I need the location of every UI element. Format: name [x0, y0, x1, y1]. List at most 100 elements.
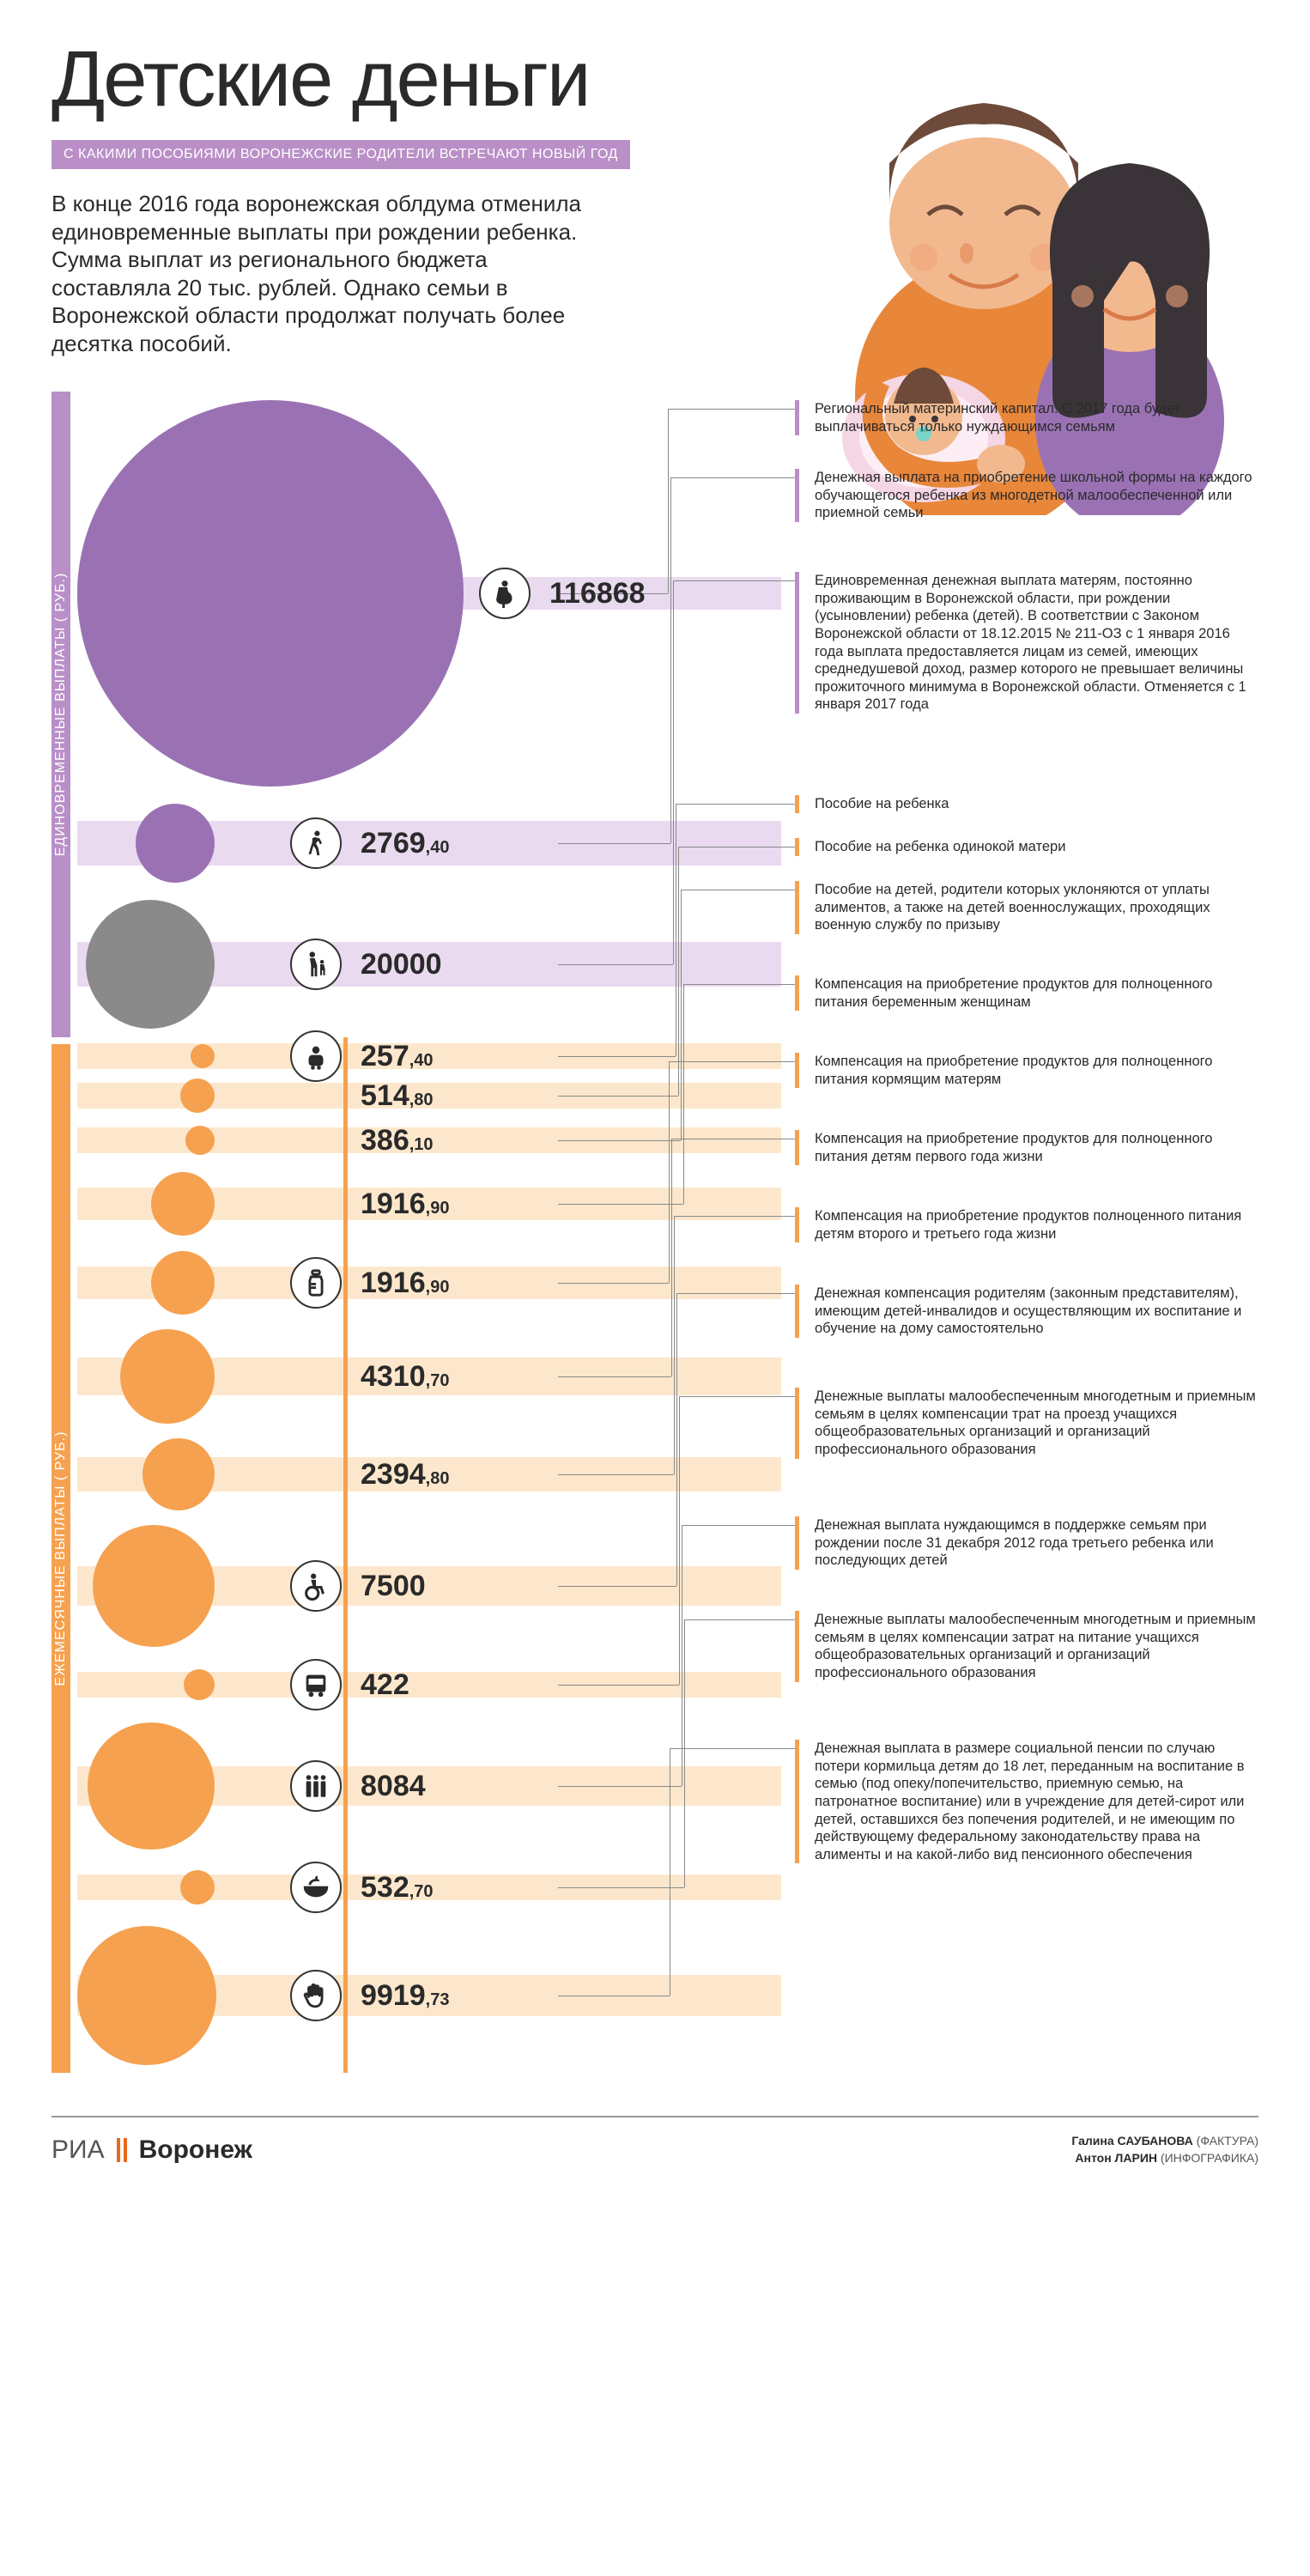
connector-line [668, 409, 795, 410]
chart-row: 1916,90 [77, 1243, 781, 1322]
bubble [77, 1926, 216, 2065]
description-item: Компенсация на приобретение продуктов дл… [795, 1053, 1258, 1088]
connector-line [558, 1685, 679, 1686]
bubble [86, 900, 215, 1029]
bubble [191, 1044, 215, 1068]
description-item: Денежная выплата в размере социальной пе… [795, 1740, 1258, 1863]
connector-line [683, 984, 795, 985]
description-item: Единовременная денежная выплата матерям,… [795, 572, 1258, 714]
baby-icon [290, 1030, 342, 1082]
value-label: 8084 [361, 1770, 426, 1803]
side-label-monthly: ЕЖЕМЕСЯЧНЫЕ ВЫПЛАТЫ ( РУБ.) [52, 1044, 70, 2073]
bubble [143, 1438, 215, 1510]
bubble [136, 804, 215, 883]
connector-line [681, 890, 682, 1140]
connector-line [558, 1474, 674, 1475]
chart-area: ЕДИНОВРЕМЕННЫЕ ВЫПЛАТЫ ( РУБ.) ЕЖЕМЕСЯЧН… [52, 392, 1258, 2073]
connector-line [679, 1396, 795, 1397]
connector-line [558, 1376, 671, 1377]
connector-line [671, 1139, 672, 1376]
connector-line [673, 580, 795, 581]
connector-line [678, 847, 795, 848]
description-item: Денежная компенсация родителям (законным… [795, 1285, 1258, 1338]
connector-line [676, 1293, 795, 1294]
pregnant-icon [479, 568, 531, 619]
connector-line [558, 1096, 678, 1097]
connector-line [558, 964, 673, 965]
chart-row: 116868 [77, 392, 781, 795]
connector-line [670, 477, 795, 478]
bottle-icon [290, 1257, 342, 1309]
description-item: Денежные выплаты малообеспеченным многод… [795, 1611, 1258, 1682]
chart-row: 4310,70 [77, 1322, 781, 1431]
descriptions-column: Региональный материнский капитал. С 2017… [795, 392, 1258, 2245]
description-item: Денежная выплата на приобретение школьно… [795, 469, 1258, 522]
description-item: Компенсация на приобретение продуктов по… [795, 1207, 1258, 1242]
value-label: 386,10 [361, 1124, 434, 1157]
description-item: Денежная выплата нуждающимся в поддержке… [795, 1516, 1258, 1570]
connector-line [558, 1140, 681, 1141]
value-label: 20000 [361, 948, 442, 981]
bubble [180, 1870, 215, 1905]
value-label: 1916,90 [361, 1267, 449, 1300]
description-item: Пособие на ребенка одинокой матери [795, 838, 1258, 856]
bubble [77, 400, 464, 787]
walk-icon [290, 817, 342, 869]
description-item: Денежные выплаты малообеспеченным многод… [795, 1388, 1258, 1459]
connector-line [558, 1586, 676, 1587]
connector-line [558, 1204, 683, 1205]
intro-text: В конце 2016 года воронежская облдума от… [52, 190, 601, 357]
value-label: 514,80 [361, 1079, 434, 1113]
connector-line [669, 1061, 795, 1062]
value-label: 2394,80 [361, 1458, 449, 1492]
value-label: 257,40 [361, 1040, 434, 1073]
description-item: Пособие на ребенка [795, 795, 1258, 813]
connector-line [674, 1216, 675, 1474]
connector-line [676, 804, 795, 805]
connector-line [670, 477, 671, 843]
footer-ria: РИА [52, 2136, 105, 2165]
connector-line [674, 1216, 795, 1217]
vertical-accent-line [343, 1037, 348, 2073]
group-icon [290, 1760, 342, 1812]
description-item: Компенсация на приобретение продуктов дл… [795, 975, 1258, 1011]
connector-line [668, 409, 669, 593]
bubble [88, 1722, 215, 1850]
connector-line [558, 1786, 682, 1787]
value-label: 532,70 [361, 1871, 434, 1905]
value-label: 1916,90 [361, 1188, 449, 1221]
bubble [151, 1251, 215, 1315]
connector-line [683, 984, 684, 1204]
value-label: 116868 [549, 577, 646, 611]
bubble [184, 1669, 215, 1700]
connector-line [558, 843, 670, 844]
connector-line [678, 847, 679, 1096]
bus-icon [290, 1659, 342, 1710]
bubble [185, 1126, 215, 1155]
value-label: 4310,70 [361, 1360, 449, 1394]
parent-icon [290, 939, 342, 990]
connector-line [669, 1061, 670, 1283]
connector-line [558, 1887, 684, 1888]
connector-line [684, 1619, 685, 1887]
bubble [180, 1078, 215, 1113]
description-item: Пособие на детей, родители которых уклон… [795, 881, 1258, 934]
connector-line [684, 1619, 795, 1620]
subtitle-bar: С КАКИМИ ПОСОБИЯМИ ВОРОНЕЖСКИЕ РОДИТЕЛИ … [52, 140, 630, 169]
side-label-onetime: ЕДИНОВРЕМЕННЫЕ ВЫПЛАТЫ ( РУБ.) [52, 392, 70, 1037]
value-label: 9919,73 [361, 1979, 449, 2013]
chart-row: 9919,73 [77, 1918, 781, 2073]
wheelchair-icon [290, 1560, 342, 1612]
connector-line [676, 1293, 677, 1586]
hand-icon [290, 1970, 342, 2021]
value-label: 7500 [361, 1570, 426, 1603]
bubble [151, 1172, 215, 1236]
connector-line [670, 1748, 795, 1749]
description-item: Региональный материнский капитал. С 2017… [795, 400, 1258, 435]
connector-line [558, 1056, 676, 1057]
connector-line [673, 580, 674, 964]
connector-line [682, 1525, 795, 1526]
value-label: 422 [361, 1668, 409, 1702]
bubble [93, 1525, 215, 1647]
bubble [120, 1329, 215, 1424]
